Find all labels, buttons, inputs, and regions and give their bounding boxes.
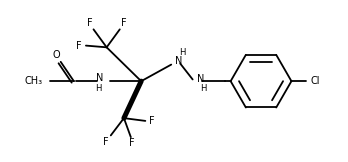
Text: H: H [179, 48, 185, 57]
Text: H: H [200, 84, 207, 93]
Text: F: F [103, 137, 109, 147]
Text: F: F [76, 41, 82, 51]
Text: O: O [52, 50, 60, 60]
Text: H: H [95, 84, 102, 93]
Text: N: N [175, 56, 183, 66]
Text: F: F [87, 18, 92, 28]
Text: F: F [149, 116, 155, 126]
Text: N: N [197, 75, 204, 84]
Text: Cl: Cl [310, 76, 320, 86]
Text: N: N [96, 73, 104, 83]
Text: CH₃: CH₃ [25, 76, 43, 86]
Text: F: F [121, 18, 127, 28]
Text: F: F [129, 138, 134, 148]
